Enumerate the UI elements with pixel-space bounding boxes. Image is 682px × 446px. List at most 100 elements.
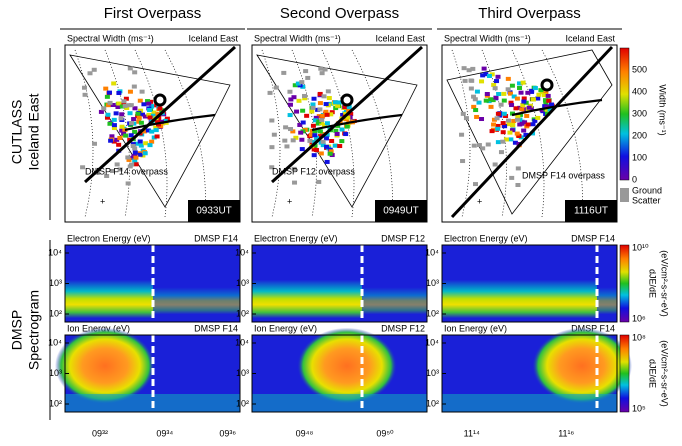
satellite-label: DMSP F12 xyxy=(381,323,425,333)
radar-fan xyxy=(446,49,613,215)
time-tick: 09⁴⁸ xyxy=(296,428,314,438)
radar-cell xyxy=(287,102,293,107)
ground-cell xyxy=(283,125,289,130)
radar-cell xyxy=(304,113,310,118)
radar-cell xyxy=(519,119,525,124)
ground-cell xyxy=(117,167,123,172)
radar-cell xyxy=(332,143,338,148)
radar-cell xyxy=(311,96,317,101)
radar-cell xyxy=(104,115,110,120)
radar-cell xyxy=(489,129,495,134)
radar-cell xyxy=(474,114,480,119)
ground-cell xyxy=(130,144,136,149)
radar-cell xyxy=(474,89,480,94)
radar-cell xyxy=(147,143,153,148)
radar-cell xyxy=(532,86,538,91)
radar-cell xyxy=(153,128,159,133)
radar-cell xyxy=(520,80,526,85)
radar-cell xyxy=(501,91,507,96)
ground-cell xyxy=(81,85,87,90)
ground-cell xyxy=(125,155,131,160)
width-tick: 100 xyxy=(632,152,647,162)
radar-cell xyxy=(327,125,333,130)
radar-cell xyxy=(494,79,500,84)
flux-min: 10⁵ xyxy=(632,403,646,413)
electron-label: Electron Energy (eV) xyxy=(67,233,151,243)
radar-cell xyxy=(127,89,133,94)
radar-cell xyxy=(312,129,318,134)
flux-band xyxy=(597,287,617,315)
ground-cell xyxy=(307,138,313,143)
radar-cell xyxy=(299,147,305,152)
radar-label: Iceland East xyxy=(188,33,238,43)
ground-cell xyxy=(466,68,472,73)
radar-cell xyxy=(480,73,486,78)
grid-arc xyxy=(541,49,583,218)
radar-cell xyxy=(116,91,122,96)
radar-cell xyxy=(119,124,125,129)
radar-cell xyxy=(495,126,501,131)
radar-site xyxy=(340,93,354,107)
radar-cell xyxy=(288,97,294,102)
radar-cell xyxy=(542,98,548,103)
radar-cell xyxy=(138,120,144,125)
satellite-label: DMSP F14 xyxy=(571,233,615,243)
radar-cell xyxy=(517,122,523,127)
radar-cell xyxy=(486,73,492,78)
ground-cell xyxy=(318,66,324,71)
radar-cell xyxy=(495,140,501,145)
radar-cell xyxy=(317,134,323,139)
parameter-label: Spectral Width (ms⁻¹) xyxy=(254,33,341,43)
radar-cell xyxy=(290,129,296,134)
ground-cell xyxy=(320,139,326,144)
radar-cell xyxy=(320,113,326,118)
radar-cell xyxy=(132,158,138,163)
radar-cell xyxy=(342,105,348,110)
ground-cell xyxy=(80,165,86,170)
radar-cell xyxy=(312,143,318,148)
energy-tick: 10³ xyxy=(49,368,62,378)
flux-band xyxy=(153,287,240,315)
time-label: 1116UT xyxy=(574,206,608,217)
ground-cell xyxy=(319,118,325,123)
ground-cell xyxy=(91,67,97,72)
radar-cell xyxy=(471,104,477,109)
energy-tick: 10³ xyxy=(49,278,62,288)
satellite-label: DMSP F14 xyxy=(194,233,238,243)
ground-cell xyxy=(92,141,98,146)
radar-cell xyxy=(544,107,550,112)
ground-cell xyxy=(107,100,113,105)
ground-cell xyxy=(515,182,521,187)
radar-cell xyxy=(128,133,134,138)
radar-cell xyxy=(146,101,152,106)
ground-cell xyxy=(287,89,293,94)
radar-cell xyxy=(116,142,122,147)
radar-cell xyxy=(495,74,501,79)
boundary xyxy=(124,113,216,132)
ground-cell xyxy=(126,103,132,108)
grid-arc xyxy=(481,49,507,218)
radar-cell xyxy=(140,153,146,158)
radar-cell xyxy=(491,82,497,87)
radar-cell xyxy=(520,102,526,107)
radar-cell xyxy=(348,111,354,116)
radar-cell xyxy=(549,102,555,107)
radar-cell xyxy=(316,114,322,119)
ground-cell xyxy=(494,116,500,121)
ground-cell xyxy=(104,173,110,178)
column-title: First Overpass xyxy=(104,5,202,22)
parameter-label: Spectral Width (ms⁻¹) xyxy=(67,33,154,43)
flux-blob xyxy=(55,327,155,404)
flux-floor xyxy=(442,394,617,412)
radar-cell xyxy=(508,137,514,142)
ground-cell xyxy=(476,143,482,148)
flux-band xyxy=(252,279,362,319)
radar-cell xyxy=(491,122,497,127)
ground-cell xyxy=(282,138,288,143)
radar-cell xyxy=(329,110,335,115)
ground-cell xyxy=(291,166,297,171)
radar-cell xyxy=(156,115,162,120)
flux-colorbar xyxy=(619,334,630,413)
plus: + xyxy=(287,196,292,206)
ground-cell xyxy=(305,75,311,80)
